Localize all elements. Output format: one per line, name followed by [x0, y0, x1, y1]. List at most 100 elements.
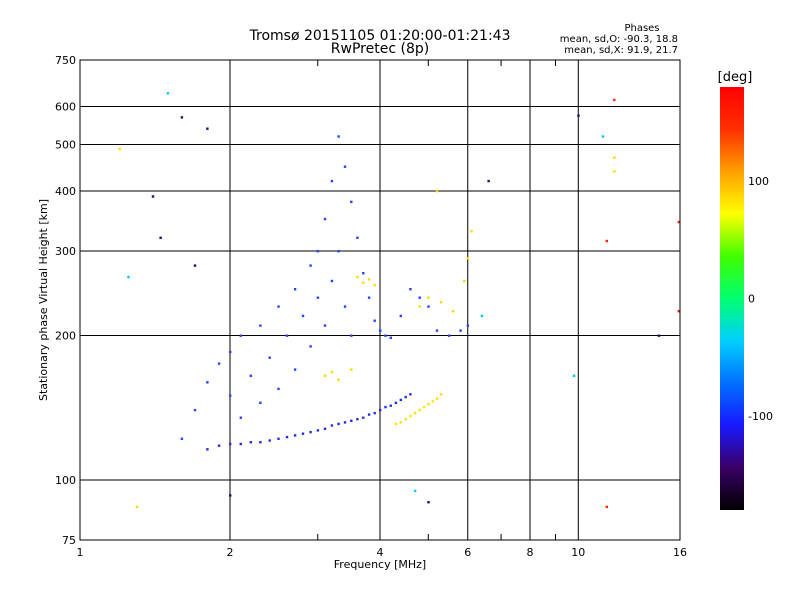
- data-point: [350, 334, 353, 337]
- data-point: [362, 281, 365, 284]
- data-point: [384, 334, 387, 337]
- data-point: [293, 368, 297, 371]
- data-point: [409, 414, 412, 418]
- legend-line-o: mean, sd,O: -90.3, 18.8: [560, 34, 678, 45]
- y-tick-label: 600: [55, 101, 76, 114]
- data-point: [480, 314, 484, 318]
- data-point: [206, 381, 209, 384]
- data-point: [193, 408, 197, 412]
- data-point: [249, 441, 252, 444]
- data-point: [427, 296, 430, 299]
- x-tick-label: 16: [673, 546, 687, 559]
- y-tick-label: 500: [55, 139, 76, 152]
- data-point: [439, 393, 443, 396]
- data-point: [118, 147, 121, 151]
- data-point: [259, 441, 262, 444]
- y-axis-label: Stationary phase Virtual Height [km]: [37, 199, 50, 401]
- data-point: [330, 279, 334, 283]
- data-point: [350, 368, 353, 371]
- data-point: [394, 401, 398, 404]
- data-point: [451, 310, 455, 313]
- data-point: [180, 116, 184, 119]
- x-axis-ticks: 1 2 4 6 8 10 16: [77, 60, 687, 559]
- data-point: [229, 442, 232, 446]
- x-tick-label: 8: [527, 546, 534, 559]
- data-point: [427, 305, 430, 308]
- chart-subtitle: RwPretec (8p): [331, 41, 429, 57]
- data-point: [343, 305, 347, 308]
- data-point: [356, 236, 359, 239]
- data-point: [613, 170, 616, 173]
- data-point: [343, 165, 347, 168]
- data-point: [293, 288, 297, 291]
- data-point: [613, 156, 616, 159]
- data-point: [337, 422, 340, 426]
- data-point: [316, 429, 320, 432]
- data-point: [384, 405, 387, 409]
- y-tick-label: 200: [55, 330, 76, 343]
- data-point: [285, 334, 289, 337]
- data-points: [118, 92, 680, 509]
- data-point: [422, 405, 426, 409]
- data-point: [323, 374, 327, 377]
- data-point: [601, 135, 605, 138]
- data-point: [151, 195, 155, 198]
- data-point: [418, 305, 421, 308]
- data-point: [285, 435, 289, 439]
- colorbar-tick-label: -100: [748, 410, 773, 423]
- data-point: [427, 403, 430, 406]
- data-point: [572, 374, 576, 377]
- x-tick-label: 10: [571, 546, 585, 559]
- data-point: [268, 356, 271, 359]
- data-point: [206, 127, 209, 130]
- data-point: [229, 494, 232, 497]
- y-tick-label: 750: [55, 54, 76, 67]
- y-tick-label: 400: [55, 185, 76, 198]
- data-point: [259, 324, 262, 327]
- data-point: [309, 264, 312, 267]
- data-point: [293, 434, 297, 437]
- data-point: [418, 296, 421, 299]
- data-point: [350, 419, 353, 422]
- data-point: [362, 416, 365, 419]
- x-tick-label: 2: [227, 546, 234, 559]
- grid-lines: [80, 60, 680, 540]
- data-point: [239, 334, 242, 337]
- data-point: [166, 92, 170, 95]
- data-point: [605, 239, 608, 243]
- data-point: [389, 404, 392, 407]
- data-point: [337, 135, 340, 138]
- data-point: [323, 324, 327, 327]
- data-point: [367, 296, 371, 299]
- data-point: [330, 179, 334, 183]
- data-point: [309, 345, 312, 348]
- data-point: [206, 448, 209, 451]
- data-point: [367, 278, 371, 281]
- y-axis-ticks: 75 100 200 300 400 500 600 750: [55, 54, 76, 547]
- data-point: [577, 114, 580, 117]
- data-point: [399, 421, 402, 424]
- data-point: [316, 250, 320, 253]
- data-point: [180, 437, 184, 440]
- x-tick-label: 4: [377, 546, 384, 559]
- data-point: [413, 411, 417, 415]
- data-point: [316, 296, 320, 299]
- colorbar: [720, 87, 744, 510]
- data-point: [463, 279, 466, 283]
- data-point: [373, 411, 376, 415]
- data-point: [399, 314, 402, 318]
- data-point: [677, 310, 680, 313]
- data-point: [330, 370, 334, 374]
- data-point: [362, 272, 365, 275]
- data-point: [435, 329, 439, 332]
- data-point: [379, 408, 382, 412]
- data-point: [239, 442, 242, 446]
- colorbar-ticks: 100 0 -100: [748, 175, 773, 423]
- y-tick-label: 300: [55, 245, 76, 258]
- data-point: [268, 439, 271, 442]
- data-point: [249, 374, 252, 377]
- y-tick-label: 75: [62, 534, 76, 547]
- legend-line-x: mean, sd,X: 91.9, 21.7: [564, 45, 678, 56]
- colorbar-tick-label: 100: [748, 175, 769, 188]
- data-point: [259, 401, 262, 404]
